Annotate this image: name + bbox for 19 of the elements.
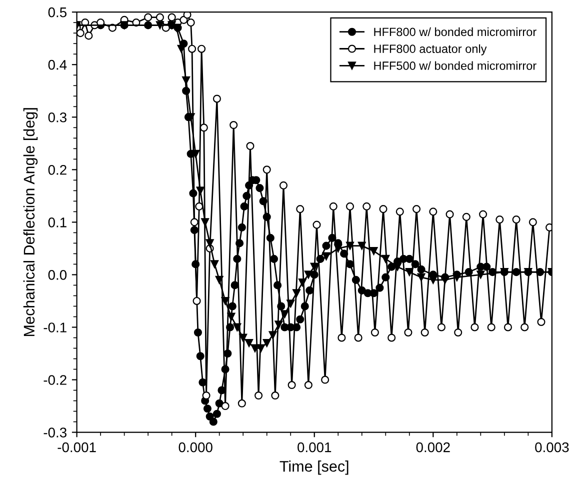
y-tick-label: -0.2 — [44, 375, 66, 385]
x-axis-title: Time [sec] — [280, 460, 348, 475]
y-axis-title: Mechanical Deflection Angle [deg] — [23, 108, 38, 336]
legend-label: HFF800 actuator only — [374, 44, 487, 56]
x-tick-label: 0.002 — [416, 442, 450, 452]
y-tick-label: 0.0 — [48, 270, 67, 280]
x-tick-label: -0.001 — [58, 442, 96, 452]
x-tick-label: 0.001 — [298, 442, 332, 452]
x-tick-label: 0.003 — [535, 442, 569, 452]
y-tick-label: 0.3 — [48, 112, 66, 122]
y-tick-label: 0.2 — [48, 164, 66, 175]
x-tick-label: 0.000 — [178, 442, 212, 452]
y-tick-label: 0.4 — [48, 60, 67, 70]
y-tick-label: -0.3 — [44, 428, 66, 438]
y-tick-label: 0.5 — [48, 7, 67, 18]
legend-label: HFF800 w/ bonded micromirror — [374, 27, 536, 36]
y-tick-label: -0.1 — [44, 322, 66, 332]
y-tick-label: 0.1 — [48, 218, 66, 228]
legend-label: HFF500 w/ bonded micromirror — [374, 61, 536, 70]
